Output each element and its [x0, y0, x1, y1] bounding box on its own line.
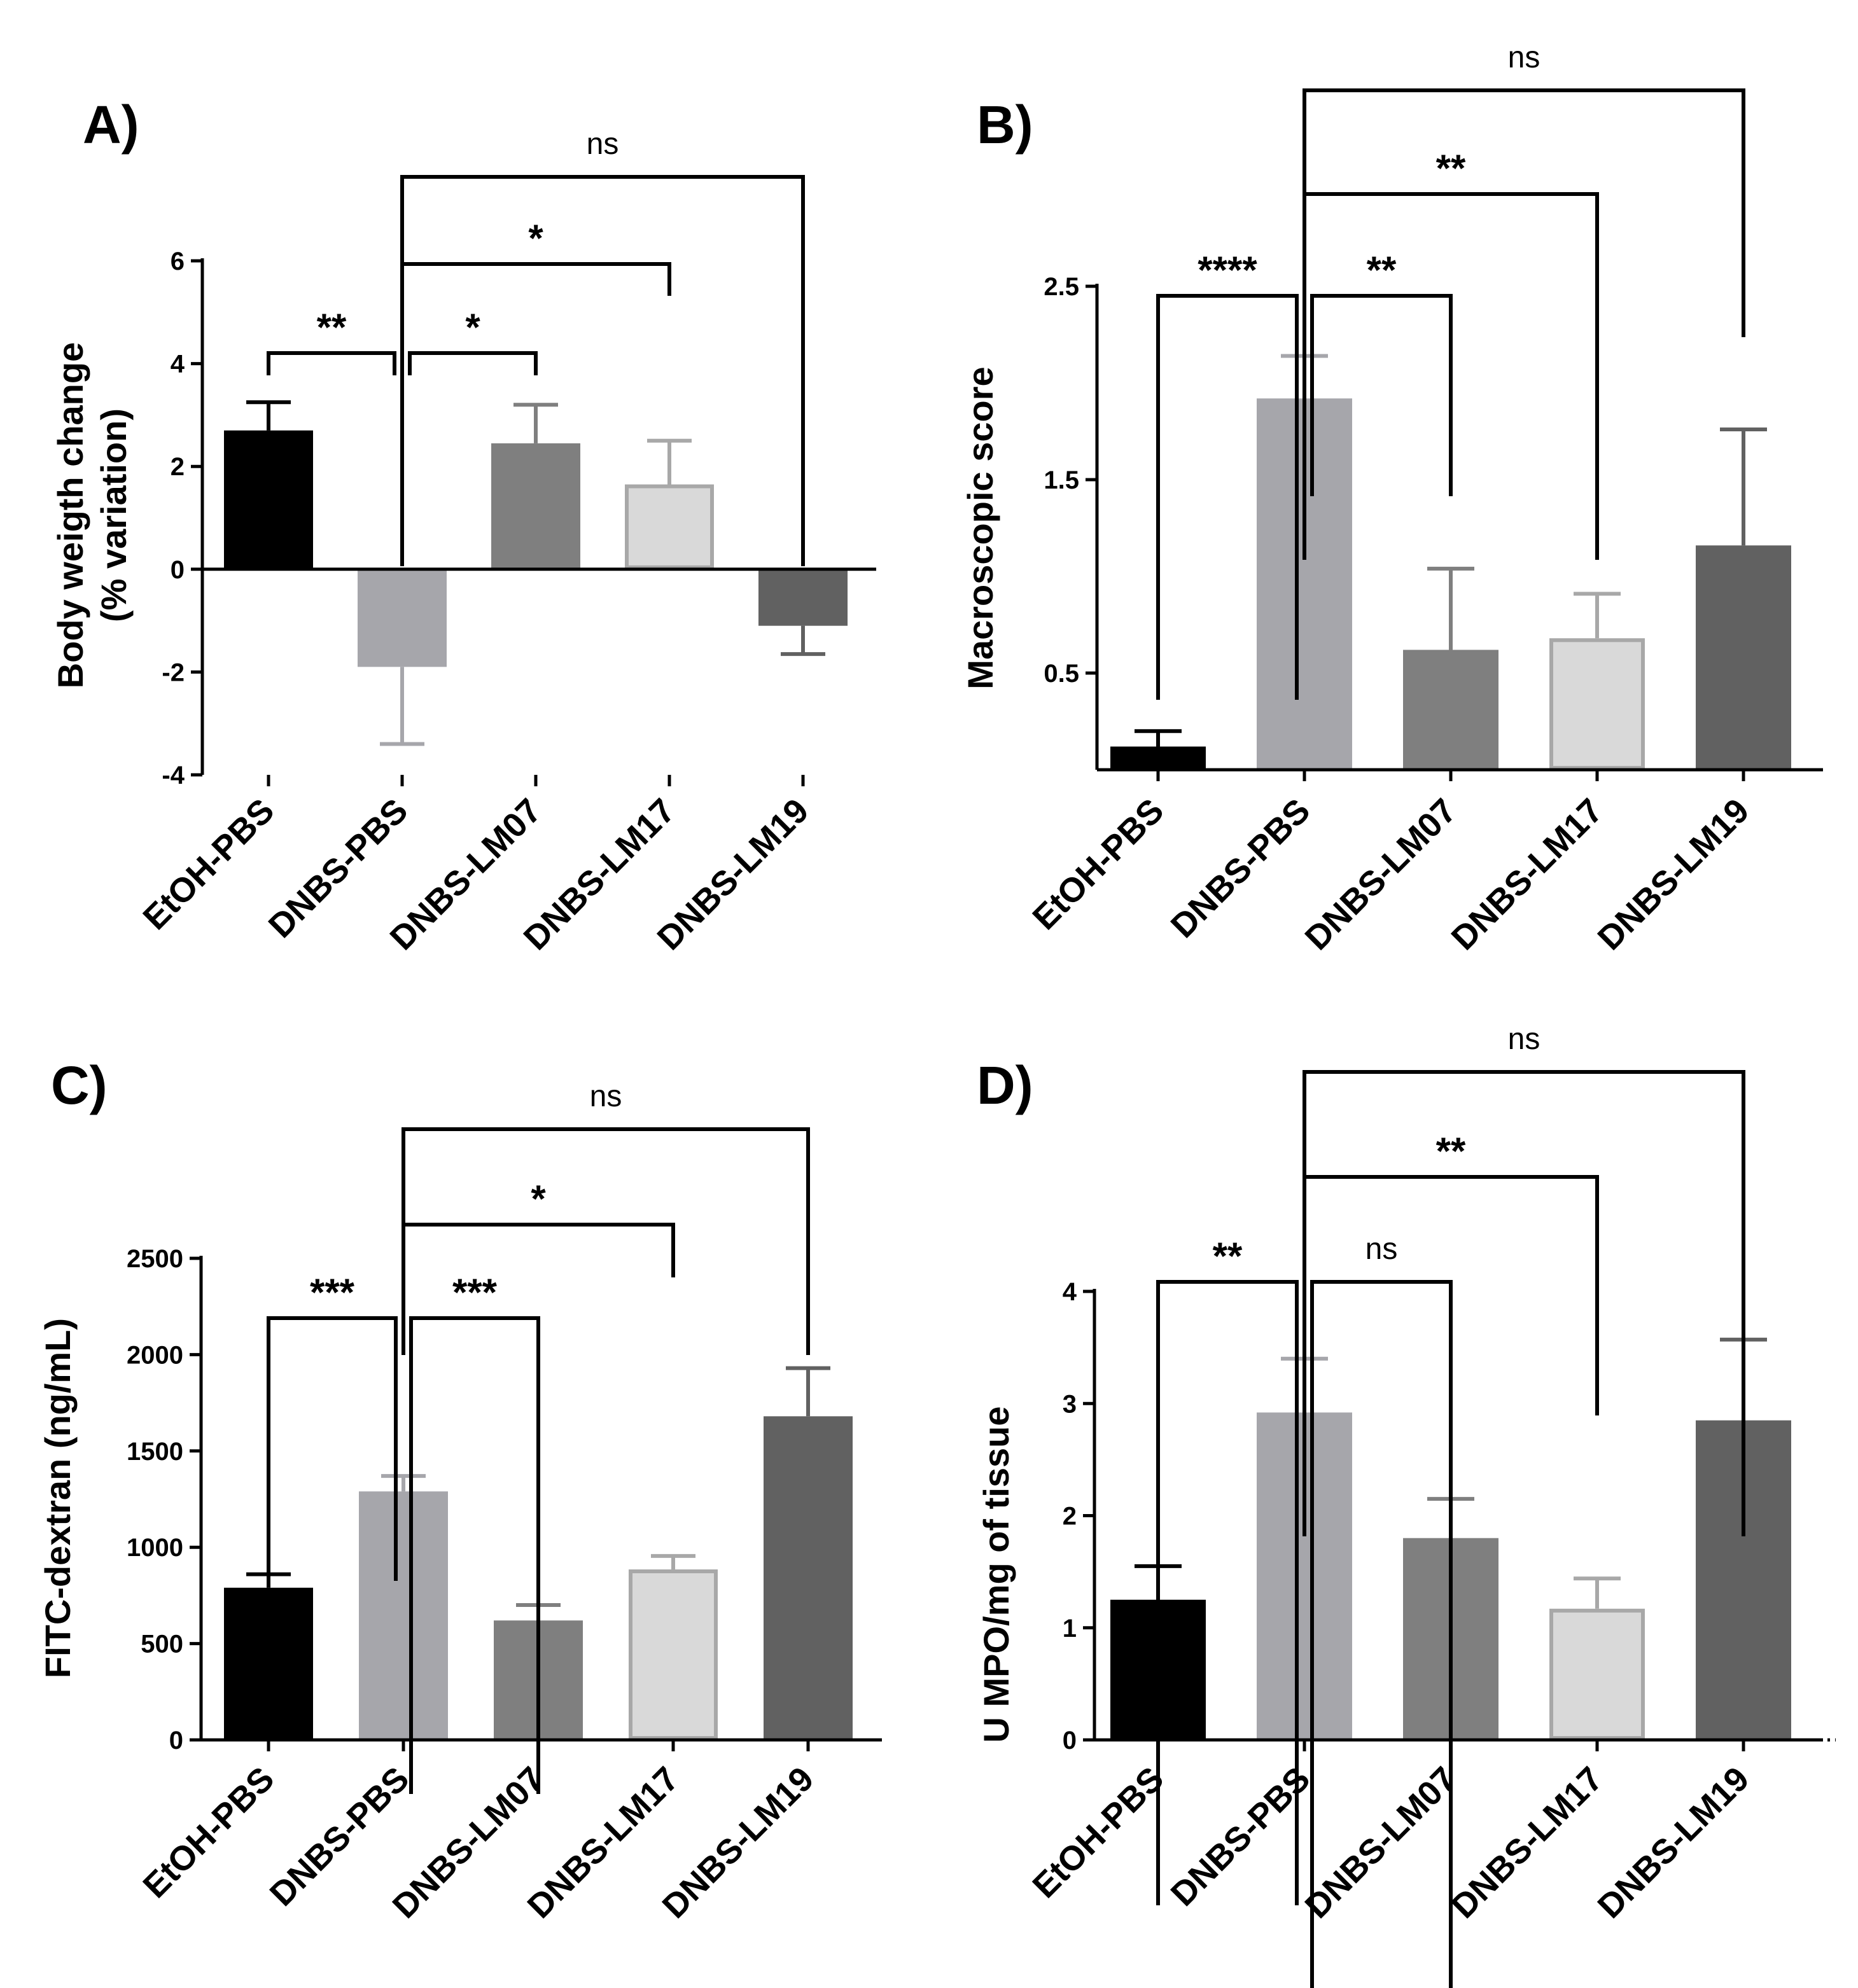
y-tick-label: 4	[171, 351, 185, 379]
y-axis-label: U MPO/mg of tissue	[976, 1407, 1016, 1743]
significance-bracket	[1156, 1280, 1299, 1905]
significance-bracket	[267, 1316, 398, 1581]
bar	[758, 569, 848, 626]
significance-bracket	[1303, 1070, 1745, 1536]
significance-label: **	[1436, 1130, 1466, 1172]
significance-label: *	[528, 217, 543, 260]
significance-bracket	[1303, 192, 1599, 560]
significance-label: ns	[590, 1080, 622, 1113]
significance-bracket	[402, 1127, 810, 1355]
x-tick-label: EtOH-PBS	[136, 791, 281, 937]
y-axis-label: Body weigth change(% variation)	[50, 342, 134, 689]
panel-label: B)	[977, 95, 1033, 155]
y-tick-label: 6	[171, 247, 185, 275]
y-tick-label: 2.5	[1044, 273, 1079, 301]
panel-a: A) Body weigth change(% variation) 6 4 2 0 -2 -…	[50, 95, 876, 957]
y-tick-label: 2500	[127, 1245, 183, 1273]
significance-label: ns	[1508, 41, 1540, 74]
significance-label: ****	[1198, 249, 1257, 291]
x-tick-label: EtOH-PBS	[136, 1760, 281, 1905]
y-tick-label: 1.5	[1044, 466, 1079, 494]
significance-label: *	[531, 1178, 546, 1220]
significance-bracket	[1310, 1280, 1453, 1988]
y-tick-label: 0.5	[1044, 660, 1079, 688]
bar	[629, 1569, 718, 1740]
bar	[625, 484, 714, 569]
panel-c: C) FITC-dextran (ng/mL) 2500 2000 1500 1000 50…	[38, 1055, 882, 1926]
y-tick-label: 2	[171, 453, 185, 481]
x-tick-label: DNBS-LM17	[1444, 791, 1610, 957]
x-tick-label: DNBS-PBS	[1164, 1760, 1318, 1914]
y-tick-label: -2	[162, 658, 185, 686]
significance-label: *	[465, 306, 480, 349]
x-tick-label: DNBS-LM17	[1444, 1760, 1610, 1926]
significance-label: **	[1213, 1235, 1243, 1277]
significance-bracket	[400, 262, 671, 296]
bar	[1549, 638, 1645, 770]
significance-bracket	[267, 351, 396, 375]
panel-label: D)	[977, 1055, 1033, 1115]
bar	[224, 430, 313, 569]
significance-bracket	[1310, 294, 1453, 496]
y-tick-label: 0	[171, 556, 185, 584]
significance-label: ns	[1508, 1022, 1540, 1056]
panel-b: B)Macroscopic score2.51.50.5EtOH-PBSDNBS…	[960, 41, 1823, 957]
x-tick-label: DNBS-LM07	[1298, 791, 1464, 957]
bar	[359, 1491, 448, 1740]
significance-bracket	[402, 1223, 675, 1277]
significance-bracket	[408, 351, 538, 375]
significance-bracket	[1303, 88, 1745, 337]
significance-bracket	[400, 175, 805, 566]
significance-label: **	[1367, 249, 1397, 291]
significance-label: **	[1436, 147, 1466, 190]
y-axis-label-line: Macroscopic score	[960, 366, 1000, 689]
bar	[764, 1416, 853, 1740]
y-axis-label-line: U MPO/mg of tissue	[976, 1407, 1016, 1743]
significance-label: ***	[310, 1271, 355, 1314]
y-tick-label: 2	[1063, 1503, 1077, 1531]
x-tick-label: DNBS-LM19	[1591, 1760, 1757, 1926]
bar	[1403, 650, 1498, 770]
x-tick-label: EtOH-PBS	[1025, 791, 1171, 937]
bar	[358, 569, 447, 667]
y-tick-label: 1000	[127, 1534, 183, 1562]
y-tick-label: 1500	[127, 1438, 183, 1466]
significance-bracket	[1156, 294, 1299, 700]
y-tick-label: 2000	[127, 1341, 183, 1369]
significance-label: **	[317, 306, 347, 349]
y-tick-label: 0	[1063, 1727, 1077, 1755]
x-tick-label: DNBS-PBS	[1164, 791, 1318, 945]
significance-bracket	[409, 1316, 540, 1794]
x-tick-label: DNBS-LM07	[1298, 1760, 1464, 1926]
bar	[1549, 1608, 1645, 1741]
bar	[224, 1587, 313, 1740]
bar	[1696, 545, 1791, 770]
y-tick-label: 4	[1063, 1278, 1077, 1306]
y-axis-label-line: Body weigth change	[50, 342, 90, 689]
y-tick-label: 500	[141, 1630, 183, 1658]
bar	[491, 443, 580, 569]
y-axis-label-line: (% variation)	[94, 408, 134, 622]
panel-label: C)	[51, 1055, 108, 1115]
significance-label: ns	[587, 127, 619, 161]
y-tick-label: 0	[169, 1727, 183, 1755]
panel-label: A)	[83, 95, 139, 155]
panel-d: D) U MPO/mg of tissue 4 3 2 1 0 EtOH-PBSDNBS-PB…	[976, 1022, 1836, 1988]
y-axis-label: Macroscopic score	[960, 366, 1000, 689]
y-axis-label-line: FITC-dextran (ng/mL)	[38, 1318, 78, 1678]
bar	[1110, 746, 1206, 770]
y-tick-label: -4	[162, 761, 185, 789]
y-axis-label: FITC-dextran (ng/mL)	[38, 1318, 78, 1678]
significance-label: ns	[1366, 1232, 1398, 1266]
significance-label: ***	[452, 1271, 498, 1314]
x-tick-label: EtOH-PBS	[1025, 1760, 1171, 1905]
x-tick-label: DNBS-LM19	[1591, 791, 1757, 957]
y-tick-label: 3	[1063, 1390, 1077, 1418]
y-tick-label: 1	[1063, 1615, 1077, 1643]
